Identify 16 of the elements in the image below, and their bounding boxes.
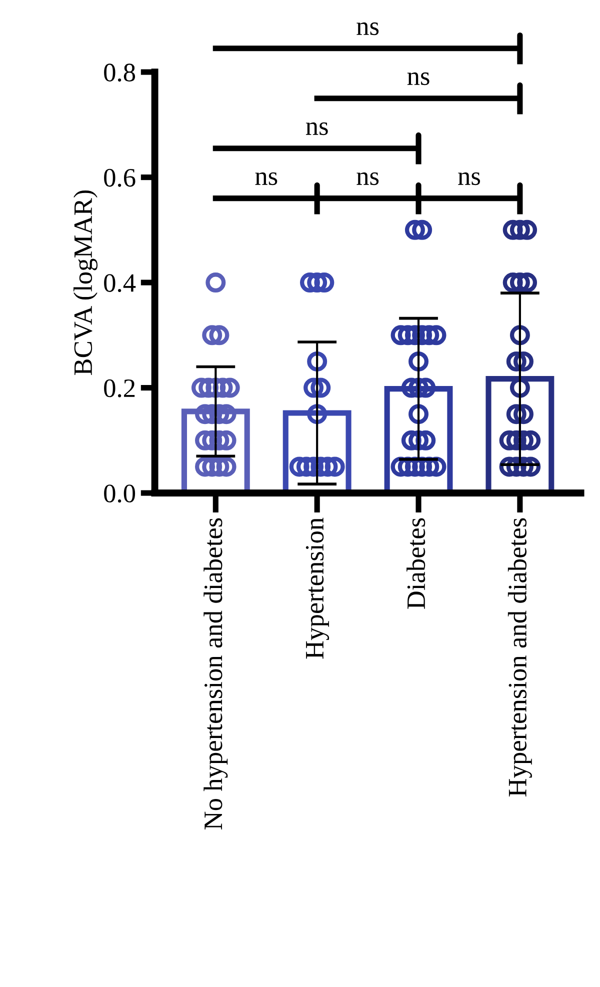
- annotation: ns: [407, 72, 430, 86]
- x-tick-label: Diabetes: [406, 518, 426, 609]
- y-axis-title: BCVA (logMAR): [74, 190, 98, 376]
- annotation: ns: [458, 172, 480, 186]
- y-tick-label: 0.0: [104, 484, 136, 503]
- annotation: ns: [356, 172, 379, 186]
- x-tick-label: Hypertension and diabetes: [508, 518, 532, 796]
- y-tick-label: 0.4: [104, 274, 136, 292]
- annotation: ns: [306, 122, 328, 136]
- text: ns: [356, 22, 379, 36]
- annotation: ns: [255, 172, 278, 186]
- y-tick-label: 0.8: [104, 64, 136, 82]
- x-tick-label: Hypertension: [306, 518, 330, 659]
- y-tick-label: 0.6: [104, 168, 136, 187]
- y-tick-label: 0.2: [104, 379, 135, 398]
- x-tick-label: No hypertension and diabetes: [204, 518, 228, 830]
